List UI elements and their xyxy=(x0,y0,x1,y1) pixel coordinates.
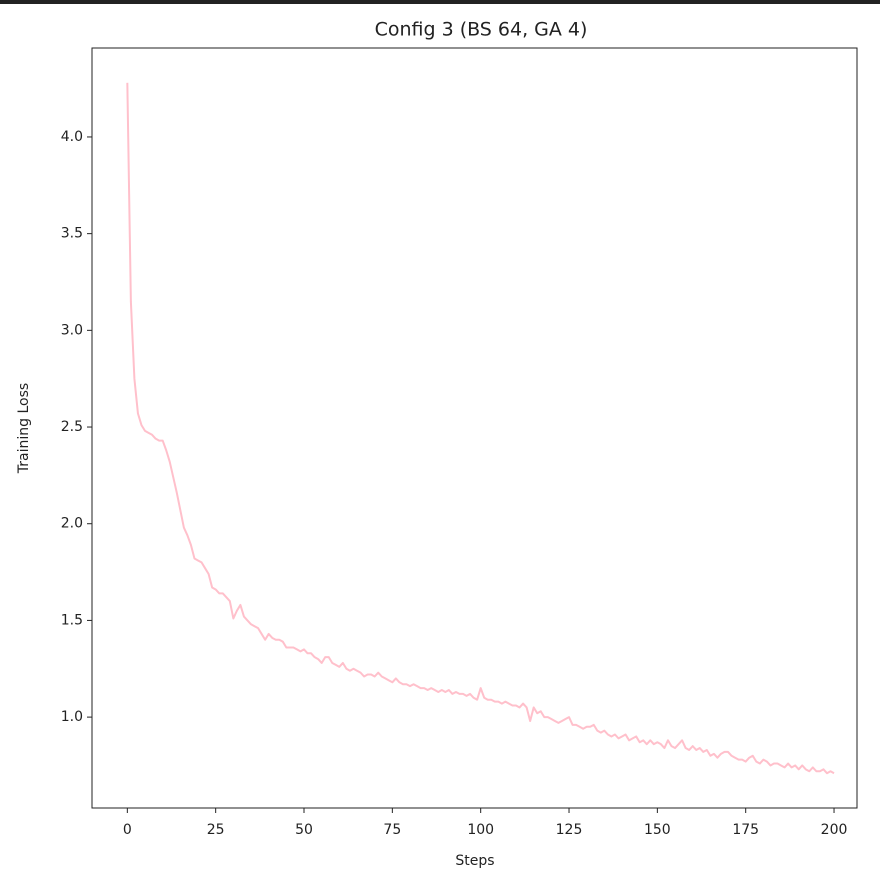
loss-line xyxy=(126,82,835,775)
y-tick-label: 1.5 xyxy=(61,612,83,628)
x-tick-label: 200 xyxy=(821,822,848,838)
y-tick-label: 2.5 xyxy=(61,419,83,435)
x-tick-label: 75 xyxy=(383,822,401,838)
x-tick-label: 25 xyxy=(207,822,225,838)
x-tick-label: 150 xyxy=(644,822,671,838)
x-tick-label: 100 xyxy=(467,822,494,838)
plot-frame xyxy=(91,47,858,809)
x-tick-label: 125 xyxy=(556,822,583,838)
chart-title: Config 3 (BS 64, GA 4) xyxy=(375,19,588,41)
y-axis-label: Training Loss xyxy=(16,383,32,474)
y-tick-label: 2.0 xyxy=(61,516,83,532)
y-tick-label: 1.0 xyxy=(61,709,83,725)
x-tick-label: 0 xyxy=(123,822,132,838)
y-tick-label: 4.0 xyxy=(61,129,83,145)
x-tick-label: 50 xyxy=(295,822,313,838)
y-tick-label: 3.5 xyxy=(61,226,83,242)
x-axis-label: Steps xyxy=(455,853,494,869)
window-edge xyxy=(0,0,880,4)
y-tick-label: 3.0 xyxy=(61,322,83,338)
x-tick-label: 175 xyxy=(732,822,759,838)
